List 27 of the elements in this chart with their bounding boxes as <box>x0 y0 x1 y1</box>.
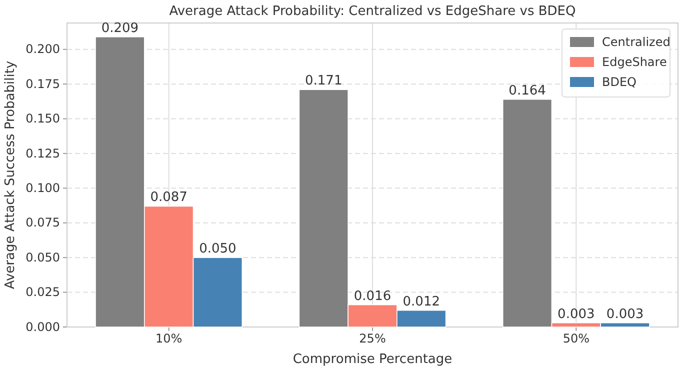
data-label: 0.012 <box>402 294 440 310</box>
x-tick-label: 10% <box>155 332 182 346</box>
y-tick-label: 0.200 <box>26 42 60 56</box>
y-tick-label: 0.125 <box>26 146 60 160</box>
x-tick-label: 25% <box>359 332 386 346</box>
data-label: 0.209 <box>101 20 139 36</box>
x-axis-title: Compromise Percentage <box>292 352 452 367</box>
legend-label: BDEQ <box>602 75 636 89</box>
y-axis-title: Average Attack Success Probability <box>3 60 18 290</box>
legend-label: EdgeShare <box>602 55 667 69</box>
y-tick-label: 0.150 <box>26 112 60 126</box>
legend-label: Centralized <box>602 35 670 49</box>
y-tick-label: 0.050 <box>26 250 60 264</box>
y-tick-label: 0.175 <box>26 76 60 91</box>
y-tick-label: 0.100 <box>26 181 60 196</box>
y-tick-label: 0.075 <box>26 216 60 230</box>
data-label: 0.050 <box>199 242 236 257</box>
data-label: 0.171 <box>305 74 342 89</box>
data-label: 0.087 <box>150 190 188 206</box>
data-label: 0.164 <box>508 83 546 98</box>
y-tick-label: 0.025 <box>26 285 60 300</box>
chart-title: Average Attack Probability: Centralized vs EdgeShare vs BDEQ <box>169 4 576 19</box>
x-tick-label: 50% <box>562 332 590 346</box>
y-tick-label: 0.000 <box>26 320 60 334</box>
data-label: 0.016 <box>354 288 392 304</box>
data-label: 0.003 <box>558 306 595 322</box>
data-label: 0.003 <box>606 306 644 322</box>
